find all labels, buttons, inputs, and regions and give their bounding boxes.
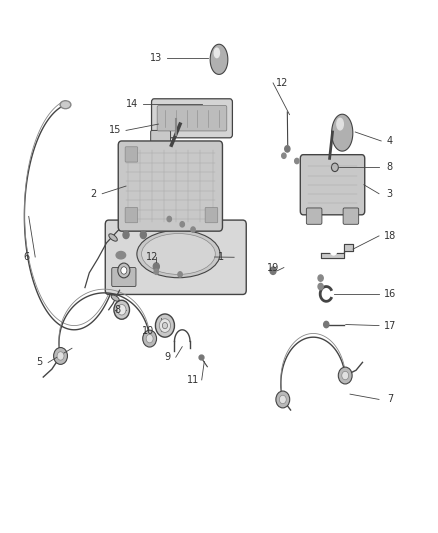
Circle shape — [143, 330, 156, 347]
Ellipse shape — [141, 233, 215, 274]
Polygon shape — [321, 244, 353, 257]
Circle shape — [331, 247, 337, 255]
Circle shape — [270, 267, 276, 274]
Circle shape — [57, 352, 64, 360]
Circle shape — [154, 269, 159, 274]
Circle shape — [121, 266, 127, 274]
Text: 17: 17 — [384, 320, 396, 330]
Circle shape — [159, 319, 170, 333]
Circle shape — [118, 263, 130, 278]
Circle shape — [153, 263, 159, 270]
FancyBboxPatch shape — [343, 208, 359, 224]
Ellipse shape — [214, 48, 219, 58]
Circle shape — [167, 216, 171, 222]
Circle shape — [140, 231, 146, 239]
Circle shape — [285, 146, 290, 152]
Ellipse shape — [60, 101, 71, 109]
Circle shape — [114, 300, 130, 319]
Circle shape — [146, 334, 153, 343]
Ellipse shape — [111, 295, 119, 301]
Text: 12: 12 — [146, 252, 158, 262]
FancyBboxPatch shape — [300, 155, 365, 215]
Text: 4: 4 — [387, 136, 393, 146]
Circle shape — [276, 391, 290, 408]
FancyBboxPatch shape — [157, 106, 227, 131]
Ellipse shape — [137, 230, 220, 278]
Polygon shape — [210, 44, 228, 75]
Ellipse shape — [337, 118, 343, 130]
FancyBboxPatch shape — [105, 220, 246, 294]
Circle shape — [162, 322, 168, 329]
Text: 9: 9 — [164, 352, 170, 362]
Circle shape — [295, 158, 299, 164]
Circle shape — [318, 284, 323, 290]
Circle shape — [191, 227, 195, 232]
Text: 8: 8 — [114, 305, 120, 315]
Circle shape — [180, 222, 184, 227]
Text: 12: 12 — [276, 78, 288, 88]
FancyBboxPatch shape — [151, 131, 170, 149]
FancyBboxPatch shape — [125, 207, 138, 223]
Text: 2: 2 — [91, 189, 97, 199]
Text: 8: 8 — [387, 163, 393, 172]
Circle shape — [282, 153, 286, 158]
Text: 1: 1 — [218, 252, 224, 262]
Text: 18: 18 — [384, 231, 396, 241]
FancyBboxPatch shape — [306, 208, 322, 224]
Text: 10: 10 — [141, 326, 154, 336]
Text: 3: 3 — [387, 189, 393, 199]
Text: 7: 7 — [387, 394, 393, 405]
Text: 13: 13 — [150, 53, 162, 63]
Circle shape — [123, 231, 129, 239]
Ellipse shape — [62, 102, 69, 107]
Ellipse shape — [109, 234, 117, 241]
Polygon shape — [332, 114, 353, 151]
Circle shape — [155, 314, 174, 337]
Ellipse shape — [116, 252, 126, 259]
Circle shape — [324, 321, 329, 328]
Circle shape — [342, 372, 349, 379]
Text: 11: 11 — [187, 375, 199, 385]
Circle shape — [117, 304, 126, 315]
Text: 16: 16 — [384, 289, 396, 299]
Circle shape — [318, 275, 323, 281]
Circle shape — [178, 272, 182, 277]
FancyBboxPatch shape — [152, 99, 233, 138]
Text: 6: 6 — [24, 252, 30, 262]
Circle shape — [279, 395, 286, 403]
FancyBboxPatch shape — [118, 141, 223, 231]
FancyBboxPatch shape — [112, 268, 136, 287]
Circle shape — [332, 163, 338, 172]
Text: 14: 14 — [127, 99, 139, 109]
FancyBboxPatch shape — [205, 207, 218, 223]
Text: 19: 19 — [267, 263, 279, 272]
Circle shape — [53, 348, 67, 365]
Text: 5: 5 — [36, 358, 42, 367]
Circle shape — [338, 367, 352, 384]
FancyBboxPatch shape — [125, 147, 138, 162]
Text: 15: 15 — [109, 125, 121, 135]
